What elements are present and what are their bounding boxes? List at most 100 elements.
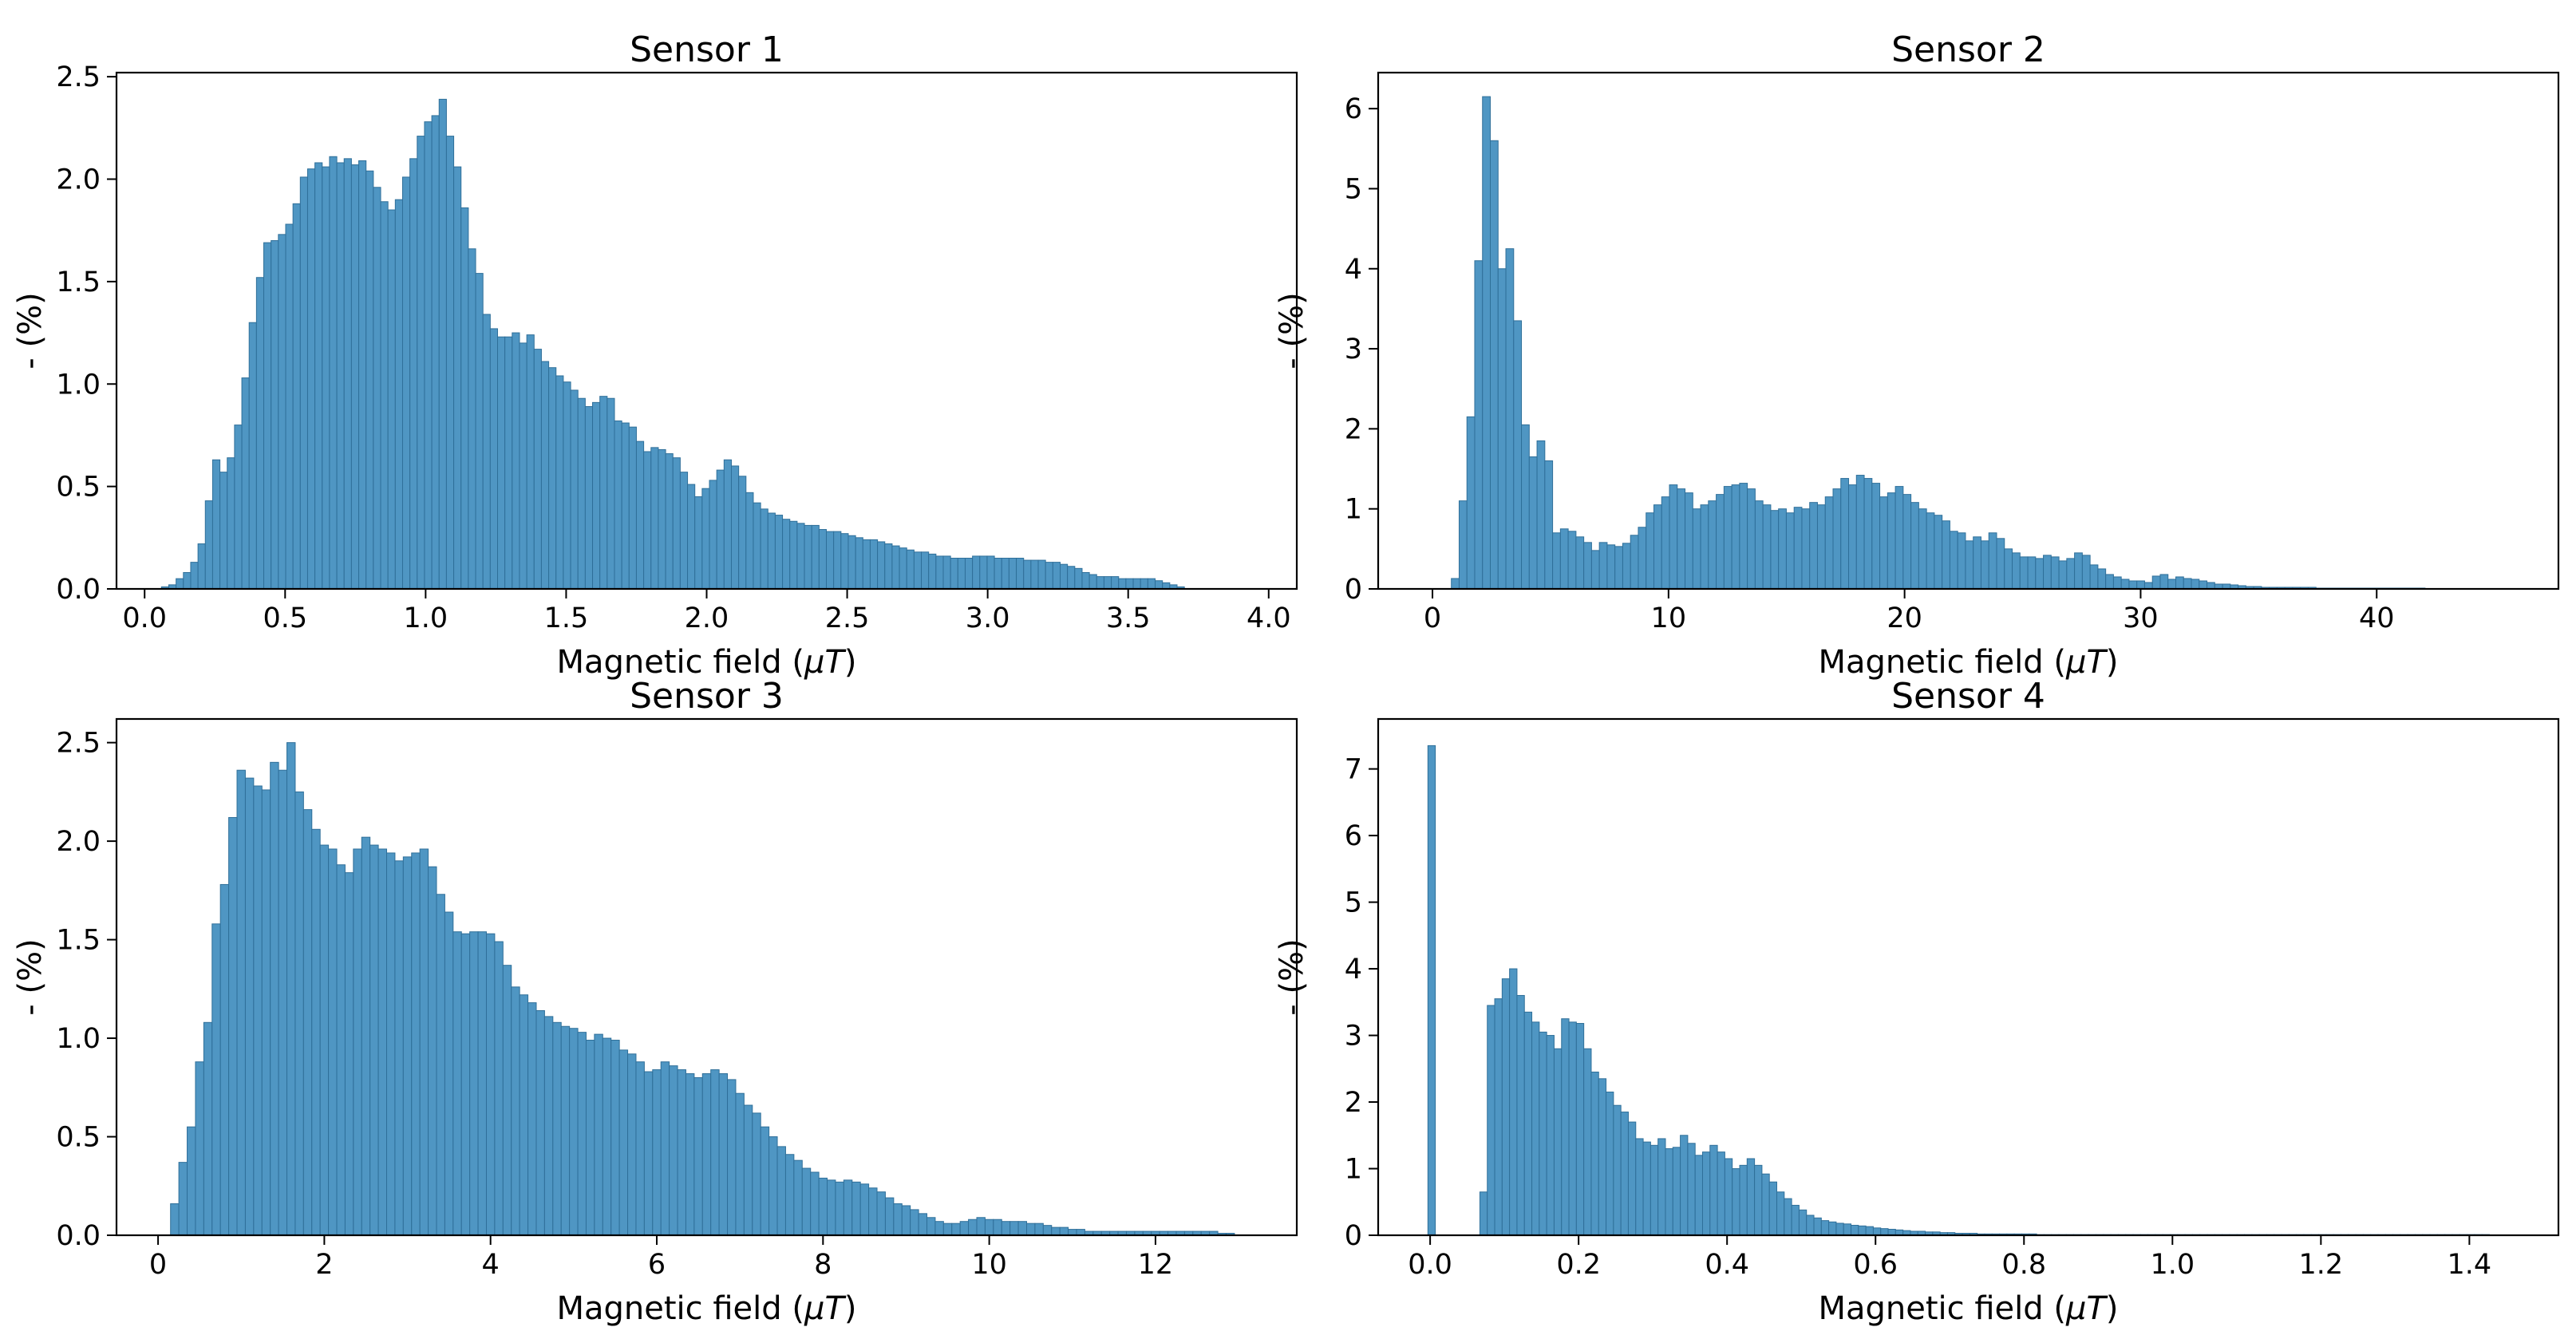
y-tick-label: 0.0 <box>56 574 101 606</box>
histogram-bar <box>687 484 696 590</box>
histogram-bar <box>1646 512 1654 590</box>
histogram-bar <box>669 1065 678 1236</box>
histogram-bar <box>1466 416 1476 590</box>
y-tick-label: 2.0 <box>56 164 101 196</box>
histogram-bar <box>1887 1228 1896 1236</box>
histogram-bar <box>278 769 288 1236</box>
chart-title: Sensor 2 <box>1891 30 2045 70</box>
histogram-bar <box>1770 510 1780 590</box>
histogram-bar <box>2207 582 2215 590</box>
histogram-bar <box>1490 140 1499 590</box>
histogram-bar <box>1536 440 1546 590</box>
histogram-bar <box>835 1181 844 1236</box>
histogram-bar <box>1539 1031 1547 1236</box>
histogram-bar <box>2074 552 2083 590</box>
histogram-bar <box>2128 580 2138 590</box>
histogram-bar <box>2151 575 2161 590</box>
histogram-bar <box>1828 1221 1837 1236</box>
histogram-bar <box>1865 1226 1874 1236</box>
histogram-bar <box>1103 576 1112 590</box>
histogram-bar <box>1657 1138 1666 1236</box>
histogram-bar <box>942 1222 953 1236</box>
histogram-bar <box>935 555 944 590</box>
histogram-bar <box>1009 1221 1019 1236</box>
histogram-bar <box>1918 508 1927 590</box>
histogram-bar <box>710 1069 720 1236</box>
histogram-bar <box>1487 1005 1495 1236</box>
histogram-bar <box>869 539 879 590</box>
histogram-bar <box>942 555 951 590</box>
histogram-bar <box>884 1197 895 1236</box>
x-tick-label: 0.4 <box>1705 1249 1749 1281</box>
histogram-bar <box>709 480 717 590</box>
x-axis-label: Magnetic field (μT) <box>1818 1290 2118 1327</box>
histogram-bar <box>1635 1138 1644 1236</box>
histogram-bar <box>984 1219 994 1236</box>
histogram-bar <box>752 1112 761 1236</box>
histogram-bar <box>1494 998 1503 1236</box>
histogram-bar <box>602 1037 612 1236</box>
histogram-bar <box>1060 563 1069 590</box>
histogram-bar <box>577 1032 587 1236</box>
histogram-bar <box>527 1002 537 1236</box>
histogram-bar <box>1785 512 1795 590</box>
histogram-bar <box>1474 260 1484 590</box>
histogram-bar <box>1863 478 1873 590</box>
histogram-bar <box>1793 507 1803 590</box>
histogram-bar <box>1692 508 1701 590</box>
histogram-bar <box>818 529 828 590</box>
histogram-bar <box>1606 1092 1614 1236</box>
histogram-bar <box>1910 502 1919 590</box>
histogram-bar <box>1871 483 1881 590</box>
x-axis-label: Magnetic field (μT) <box>1818 644 2118 681</box>
histogram-bar <box>1957 532 1966 590</box>
subplot-sensor-1: 0.0 0.5 1.0 1.5 2.0 2.5 3.0 3.5 4.0 0.0 0.5 1.0 1.5 2… <box>12 30 1298 681</box>
histogram-bar <box>1739 1164 1748 1236</box>
y-tick-label: 4 <box>1345 954 1362 985</box>
histogram-bar <box>1746 1158 1756 1236</box>
histogram-bar <box>292 203 301 590</box>
histogram-bar <box>743 1104 753 1236</box>
x-tick-label: 4 <box>482 1249 500 1281</box>
histogram-bar <box>1568 1021 1577 1236</box>
histogram-bar <box>584 406 594 590</box>
histogram-bar <box>1590 1071 1599 1236</box>
histogram-bar <box>306 168 316 590</box>
histogram-bar <box>627 1053 637 1236</box>
histogram-bar <box>1973 536 1981 590</box>
histogram-bar <box>658 448 666 590</box>
histogram-bar <box>1700 504 1709 590</box>
histogram-bar <box>1653 504 1662 590</box>
histogram-bar <box>1620 1112 1629 1236</box>
subplot-sensor-3: 0 2 4 6 8 10 12 0.0 0.5 1.0 1.5 2.0 2.5 Sensor 3 Magne… <box>12 676 1298 1327</box>
x-tick-label: 1.0 <box>404 602 448 634</box>
histogram-bar <box>1096 576 1104 590</box>
histogram-bar <box>278 234 286 590</box>
histogram-bar <box>263 242 272 590</box>
y-axis-label: - (%) <box>12 938 49 1015</box>
histogram-bar <box>271 240 279 590</box>
histogram-bar <box>1801 508 1811 590</box>
histogram-bar <box>244 777 255 1236</box>
histogram-bar <box>336 162 345 590</box>
histogram-bar <box>2089 564 2099 590</box>
histogram-bar <box>569 1028 579 1236</box>
histogram-bar <box>1809 502 1818 590</box>
histogram-bar <box>1125 578 1134 590</box>
axes-frame <box>1377 71 2560 591</box>
histogram-bar <box>386 852 396 1236</box>
histogram-bar <box>2183 578 2192 590</box>
histogram-bar <box>1583 1048 1592 1236</box>
histogram-bar <box>552 1021 562 1236</box>
histogram-bars <box>1451 96 2426 590</box>
histogram-bar <box>660 1061 670 1236</box>
histogram-bar <box>178 1162 188 1236</box>
histogram-bar <box>285 223 294 590</box>
histogram-bar <box>906 549 915 590</box>
y-tick-label: 1.0 <box>56 1023 101 1055</box>
histogram-bar <box>365 170 374 590</box>
histogram-bar <box>353 848 362 1236</box>
histogram-bar <box>533 349 542 590</box>
y-axis-label: - (%) <box>1274 292 1310 369</box>
histogram-bar <box>329 156 338 590</box>
